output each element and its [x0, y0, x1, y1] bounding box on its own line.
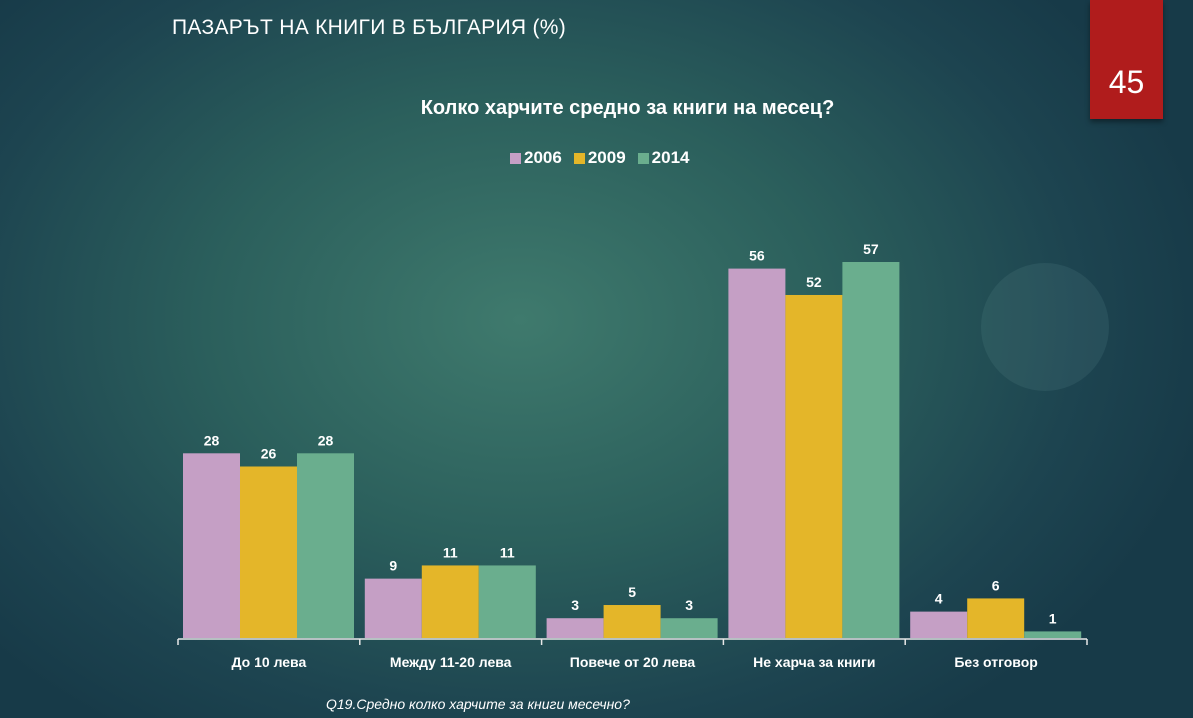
legend-label: 2006	[524, 148, 562, 167]
data-label: 52	[806, 274, 822, 290]
data-label: 11	[443, 544, 458, 560]
data-label: 1	[1049, 610, 1057, 626]
bar-2014	[842, 262, 900, 638]
x-tick-label: Не харча за книги	[753, 654, 875, 670]
bar-2009	[240, 466, 297, 638]
data-label: 56	[749, 248, 765, 264]
bar-2009	[785, 294, 843, 638]
legend-label: 2014	[651, 148, 690, 167]
legend-item-2006: 2006	[510, 148, 562, 168]
legend-item-2014: 2014	[637, 148, 690, 168]
data-label: 9	[389, 558, 397, 574]
data-label: 3	[685, 597, 693, 613]
x-tick-label: Повече от 20 лева	[570, 654, 696, 670]
chart-title: Колко харчите средно за книги на месец?	[420, 97, 835, 119]
x-tick-label: Между 11-20 лева	[390, 654, 512, 670]
bar-2009	[603, 605, 661, 638]
slide-number: 45	[1108, 64, 1145, 100]
data-label: 4	[935, 591, 943, 607]
slide-number-badge: 45	[1090, 0, 1163, 119]
data-label: 5	[628, 584, 636, 600]
bar-2006	[183, 453, 240, 638]
footnote: Q19.Средно колко харчите за книги месечн…	[326, 696, 630, 712]
legend-swatch	[573, 152, 585, 164]
bar-2009	[967, 598, 1025, 638]
bar-2014	[660, 618, 718, 638]
page-title: ПАЗАРЪТ НА КНИГИ В БЪЛГАРИЯ (%)	[172, 16, 567, 39]
legend-swatch	[637, 152, 649, 164]
x-tick-label: Без отговор	[954, 654, 1037, 670]
legend-swatch	[510, 152, 521, 164]
bar-2006	[910, 611, 968, 638]
bar-2014	[1024, 631, 1082, 638]
legend: 2006 2009 2014	[510, 148, 689, 168]
data-label: 6	[992, 577, 1000, 593]
data-label: 11	[500, 544, 515, 560]
data-label: 3	[571, 597, 579, 613]
data-label: 28	[204, 432, 220, 448]
decorative-circle	[981, 263, 1109, 391]
x-tick-label: До 10 лева	[232, 654, 307, 670]
bar-2009	[421, 565, 479, 638]
bar-2014	[297, 453, 354, 638]
bar-2014	[478, 565, 536, 638]
bar-2006	[364, 578, 422, 638]
bar-2006	[546, 618, 604, 638]
legend-item-2009: 2009	[573, 148, 626, 168]
bar-2006	[728, 268, 786, 638]
data-label: 57	[863, 241, 879, 257]
data-label: 28	[318, 432, 334, 448]
legend-label: 2009	[587, 148, 626, 167]
data-label: 26	[261, 445, 277, 461]
